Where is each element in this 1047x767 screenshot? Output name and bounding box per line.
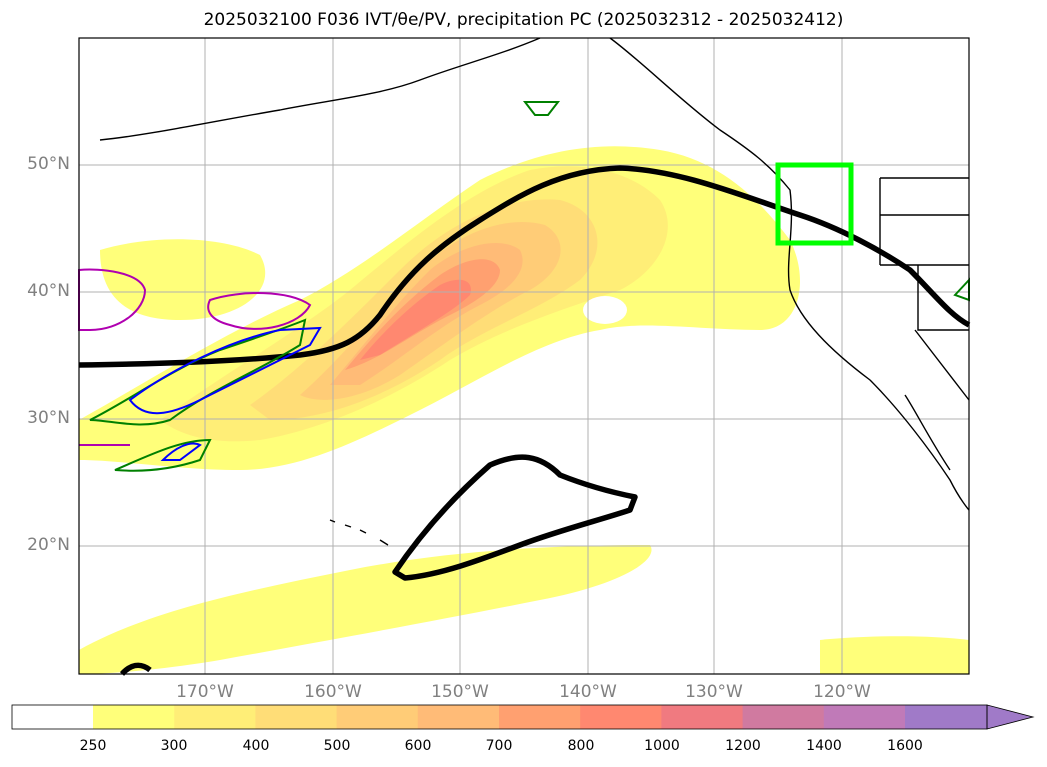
lon-label-140w: 140°W (559, 682, 617, 702)
theta-contour-magenta (78, 268, 147, 331)
colorbar-tick-400: 400 (242, 738, 270, 754)
colorbar-tick-1000: 1000 (644, 738, 680, 754)
colorbar-segment-1400 (823, 705, 906, 729)
colored-contours (78, 101, 970, 472)
colorbar-segment-400 (255, 705, 338, 729)
hawaii-islands (329, 519, 389, 546)
colorbar-segment-600 (417, 705, 500, 729)
coast-baja (904, 394, 951, 471)
theta-contour-magenta-2 (207, 292, 312, 330)
map-frame (78, 37, 970, 675)
lat-label-30n: 30°N (27, 408, 70, 428)
colorbar-tick-250: 250 (79, 738, 107, 754)
colorbar-tick-1200: 1200 (725, 738, 761, 754)
lat-label-50n: 50°N (27, 154, 70, 174)
jet-contour (78, 165, 971, 368)
ivt-shading (79, 146, 969, 674)
us-states (879, 177, 970, 401)
ivt-800 (360, 279, 471, 360)
corner-contour (119, 662, 152, 676)
colorbar-segment-1200 (742, 705, 825, 729)
colorbar-tick-1400: 1400 (806, 738, 842, 754)
colorbar-segment-500 (336, 705, 419, 729)
weather-map (78, 37, 971, 676)
colorbar-segment-800 (580, 705, 662, 729)
colorbar-segment-1000 (661, 705, 744, 729)
black-contours (78, 165, 971, 676)
theta-contour-blue (128, 326, 322, 415)
colorbar-segments (12, 705, 987, 729)
ivt-250-south (79, 545, 652, 674)
colorbar-segment-250 (93, 705, 175, 729)
ivt-250-se (820, 636, 969, 674)
coastlines (99, 37, 970, 546)
colorbar-segment-700 (499, 705, 581, 729)
lon-label-120w: 120°W (813, 682, 871, 702)
colorbar-tick-500: 500 (323, 738, 351, 754)
colorbar-extend-arrow (986, 704, 1035, 730)
map-title: 2025032100 F036 IVT/θe/PV, precipitation… (203, 10, 844, 30)
lat-label-40n: 40°N (27, 281, 70, 301)
colorbar-segment-300 (174, 705, 256, 729)
colorbar-tick-300: 300 (160, 738, 188, 754)
colorbar-segment-1600 (905, 705, 987, 729)
lon-label-160w: 160°W (304, 682, 362, 702)
colorbar (11, 704, 1035, 730)
closed-contour (392, 454, 638, 581)
colorbar-tick-700: 700 (485, 738, 513, 754)
pv-contour-green-3 (522, 101, 561, 116)
lon-label-150w: 150°W (431, 682, 489, 702)
pv-contour-green-2 (114, 438, 212, 472)
lon-label-130w: 130°W (685, 682, 743, 702)
colorbar-tick-800: 800 (567, 738, 595, 754)
coast-alaska (99, 37, 541, 141)
colorbar-outline (11, 704, 988, 730)
colorbar-tick-600: 600 (404, 738, 432, 754)
theta-contour-blue-2 (160, 442, 202, 461)
colorbar-tick-1600: 1600 (887, 738, 923, 754)
colorbar-segment-below (12, 705, 93, 729)
lon-label-170w: 170°W (176, 682, 234, 702)
coast-north-america (609, 37, 970, 511)
ivt-250-west (100, 239, 266, 320)
target-box (775, 162, 854, 246)
ivt-hole (583, 296, 627, 324)
lat-label-20n: 20°N (27, 535, 70, 555)
